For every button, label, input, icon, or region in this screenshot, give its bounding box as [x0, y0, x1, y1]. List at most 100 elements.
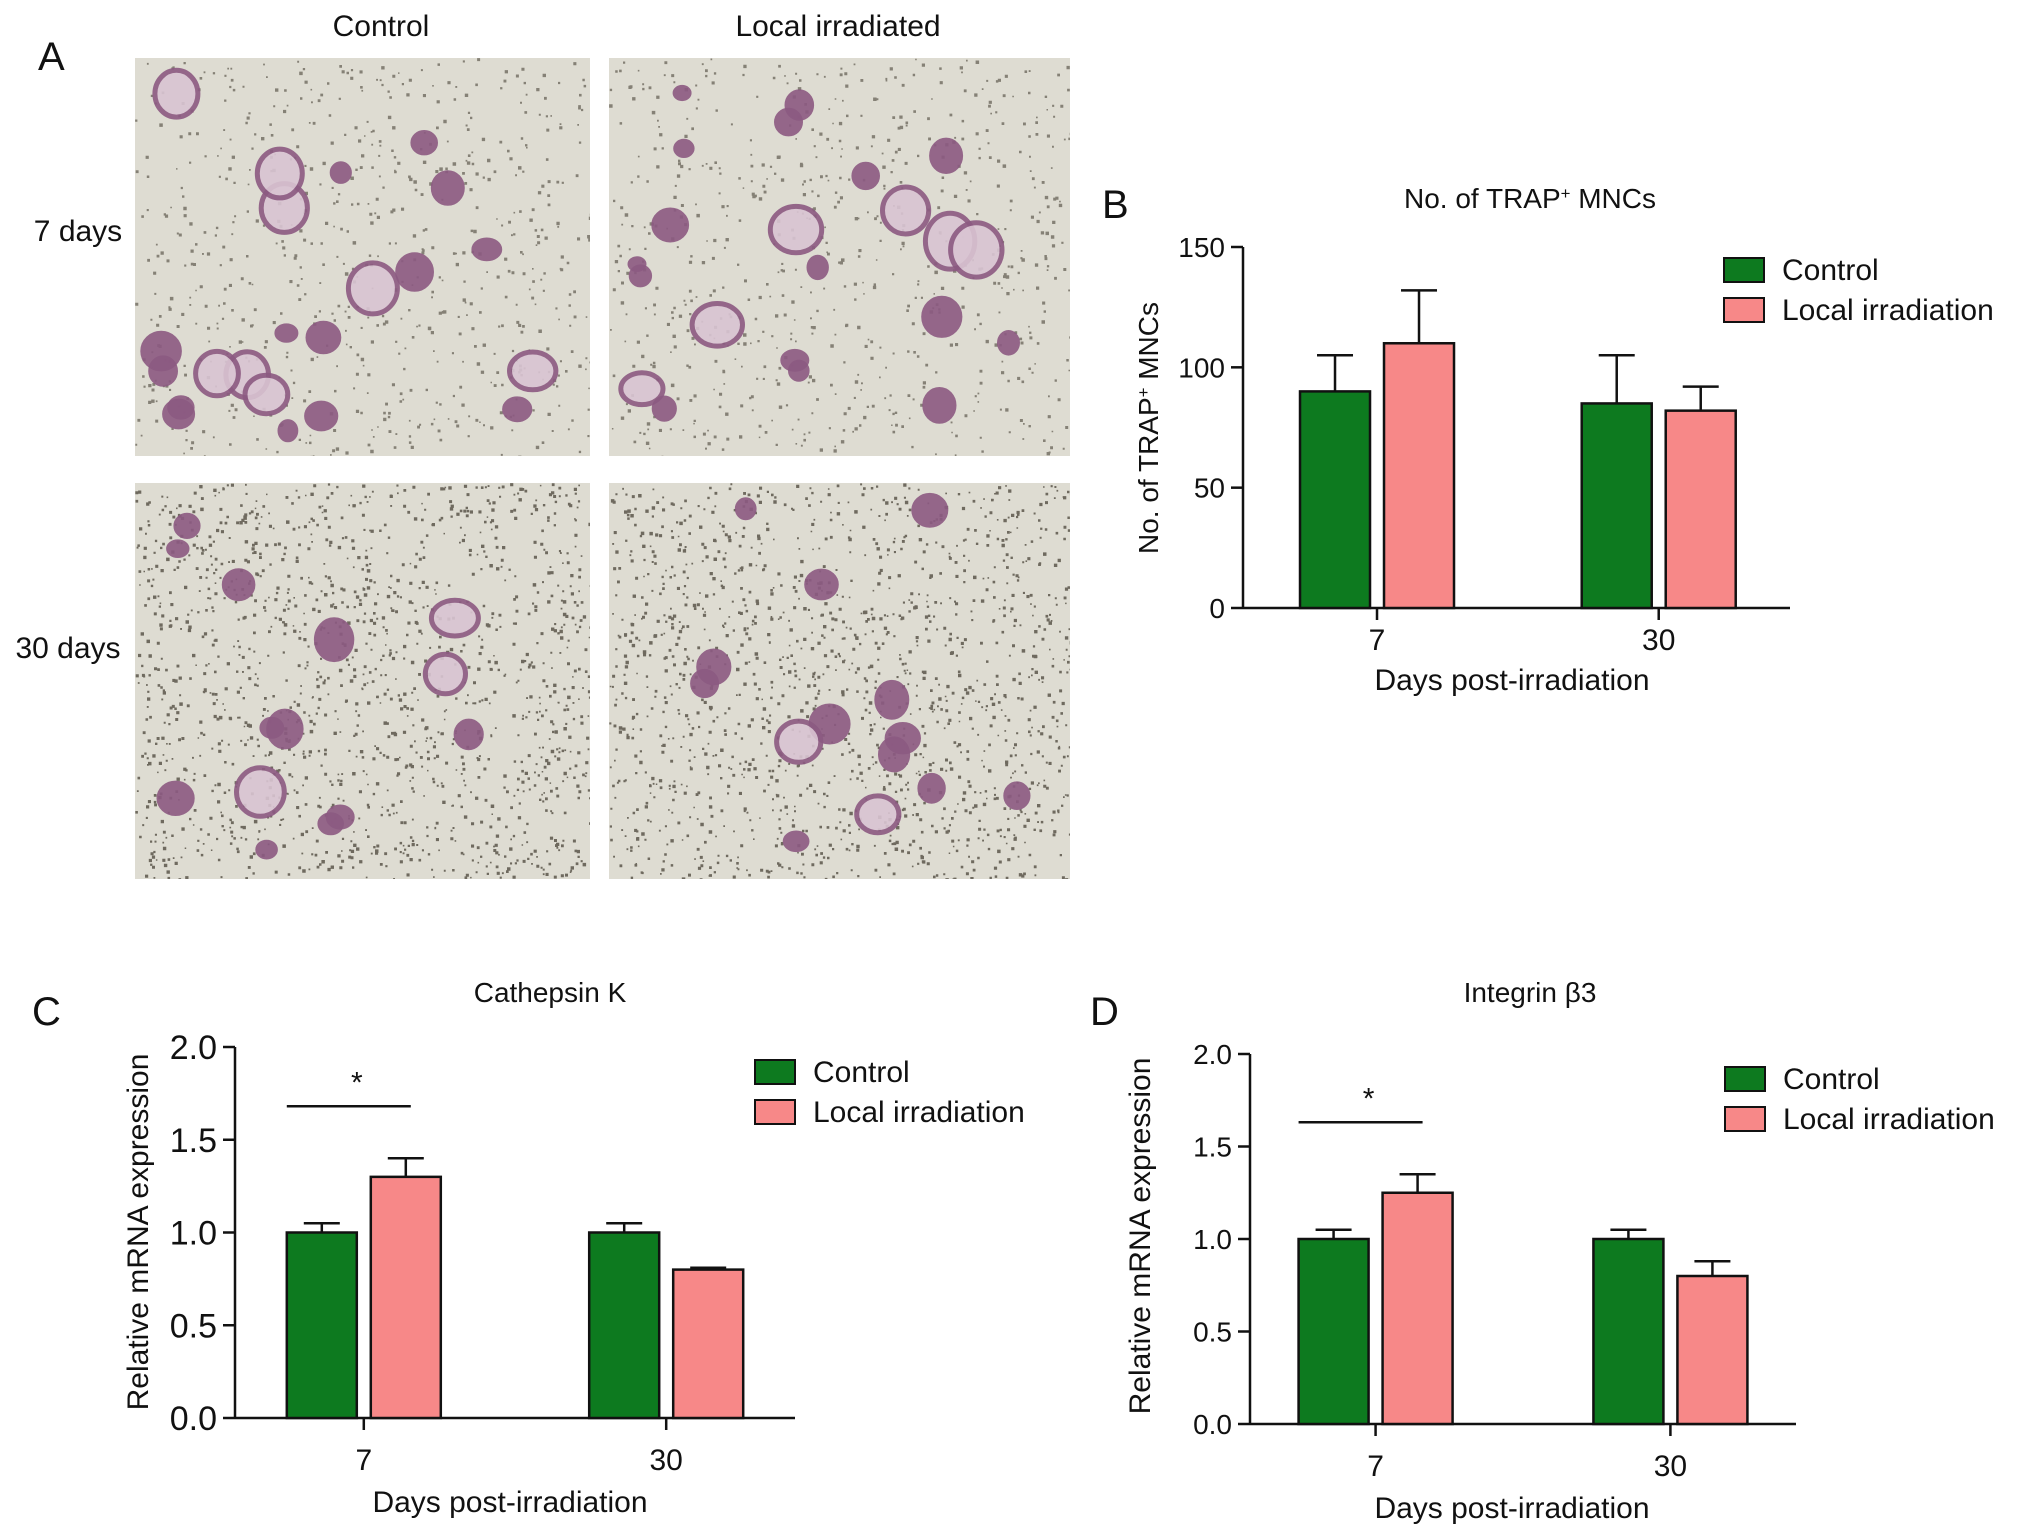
y-tick-label: 1.0	[170, 1215, 217, 1253]
trap-cell	[502, 396, 533, 423]
x-tick-label: 7	[1369, 624, 1386, 657]
trap-cell	[173, 512, 201, 540]
trap-cell	[788, 359, 810, 382]
trap-cell	[672, 84, 692, 102]
trap-cell	[997, 330, 1020, 356]
legend-swatch	[1723, 257, 1765, 283]
x-axis-label: Days post-irradiation	[1374, 1492, 1649, 1525]
significance-marker: *	[351, 1066, 363, 1099]
legend-label: Control	[1783, 1063, 1880, 1096]
trap-cell	[305, 320, 342, 355]
bar	[587, 1231, 661, 1420]
bar	[285, 1231, 359, 1420]
trap-cell	[880, 184, 932, 237]
y-axis-label: Relative mRNA expression	[1124, 1058, 1157, 1415]
trap-cell	[234, 765, 287, 819]
y-tick-label: 150	[1178, 232, 1225, 263]
bar	[1664, 409, 1737, 610]
x-tick-label: 30	[1642, 624, 1675, 657]
y-tick-label: 0.0	[170, 1400, 217, 1438]
trap-cell	[784, 89, 815, 121]
bar	[671, 1268, 745, 1420]
chart-title-sup: +	[1561, 184, 1571, 203]
panel-letter: B	[1102, 183, 1129, 227]
chart-title: Cathepsin K	[474, 977, 627, 1008]
row-label-30-days: 30 days	[15, 632, 120, 665]
bar	[1381, 1191, 1454, 1426]
trap-cell	[430, 170, 465, 206]
legend-swatch	[754, 1059, 796, 1085]
x-tick-label: 30	[650, 1444, 683, 1477]
trap-cell	[345, 260, 400, 317]
trap-cell	[274, 323, 299, 343]
trap-cell	[782, 830, 810, 853]
trap-cell	[651, 207, 690, 243]
trap-cell	[453, 718, 484, 751]
micrograph-1	[135, 58, 590, 456]
x-tick-label: 7	[355, 1444, 372, 1477]
trap-cell	[922, 387, 957, 424]
y-axis-label: Relative mRNA expression	[122, 1054, 155, 1411]
legend-label: Control	[813, 1056, 910, 1089]
significance-marker: *	[1363, 1082, 1375, 1115]
legend-label: Control	[1782, 254, 1879, 287]
y-tick-label: 0	[1209, 593, 1225, 624]
legend-label: Local irradiation	[1783, 1103, 1995, 1136]
trap-cell	[266, 708, 304, 750]
legend-label: Local irradiation	[813, 1096, 1025, 1129]
trap-cell	[618, 370, 666, 408]
chart-title: No. of TRAP+ MNCs	[1404, 183, 1656, 214]
trap-cell	[221, 568, 256, 602]
micrograph-background	[609, 483, 1070, 879]
legend-swatch	[1724, 1106, 1766, 1132]
trap-cell	[673, 138, 695, 158]
bar	[369, 1175, 443, 1420]
chart-title: Integrin β3	[1464, 977, 1597, 1008]
trap-cell	[734, 497, 757, 521]
chart-c-cathepsin-k: C Cathepsin K Relative mRNA expression Days…	[32, 977, 1025, 1519]
trap-cell	[878, 736, 911, 773]
x-axis-label: Days post-irradiation	[372, 1486, 647, 1519]
trap-cell	[851, 161, 881, 191]
trap-cell	[911, 492, 949, 528]
micrograph-4	[609, 483, 1070, 879]
y-tick-label: 1.5	[170, 1122, 217, 1160]
trap-cell	[767, 203, 825, 256]
trap-cell	[507, 349, 559, 393]
x-tick-label: 7	[1367, 1450, 1384, 1483]
chart-d-integrin-b3: D Integrin β3 Relative mRNA expression Days…	[1090, 977, 1995, 1525]
y-tick-label: 2.0	[170, 1029, 217, 1067]
trap-cell	[874, 679, 910, 720]
bar	[1580, 402, 1653, 610]
trap-cell	[255, 839, 278, 860]
micrograph-debris	[609, 483, 1070, 879]
y-axis-label-text: Relative mRNA expression	[122, 1054, 155, 1411]
trap-cell	[313, 617, 355, 663]
panel-letter: D	[1090, 990, 1119, 1034]
trap-cell	[277, 419, 299, 443]
trap-cell	[806, 254, 829, 281]
trap-cell	[651, 395, 677, 422]
trap-cell	[921, 295, 963, 338]
y-axis-label-suffix: MNCs	[1133, 302, 1164, 388]
bar	[1382, 342, 1456, 610]
y-axis-label-text: Relative mRNA expression	[1124, 1058, 1157, 1415]
x-axis-label: Days post-irradiation	[1374, 664, 1649, 697]
panel-a-micrographs: A Control Local irradiated 7 days 30 day…	[15, 10, 1070, 879]
trap-cell	[929, 137, 964, 175]
bar	[1297, 1237, 1370, 1426]
chart-title-text: No. of TRAP	[1404, 183, 1561, 214]
trap-cell	[471, 237, 503, 262]
trap-cell	[140, 330, 182, 372]
x-tick-label: 30	[1654, 1450, 1687, 1483]
micrograph-3	[135, 483, 590, 879]
trap-cell	[689, 301, 745, 349]
trap-cell	[304, 400, 339, 432]
micrograph-2	[609, 58, 1070, 456]
y-tick-label: 100	[1178, 352, 1225, 383]
column-label-local-irradiated: Local irradiated	[735, 10, 940, 43]
trap-cell	[690, 668, 720, 699]
legend-swatch	[1723, 297, 1765, 323]
